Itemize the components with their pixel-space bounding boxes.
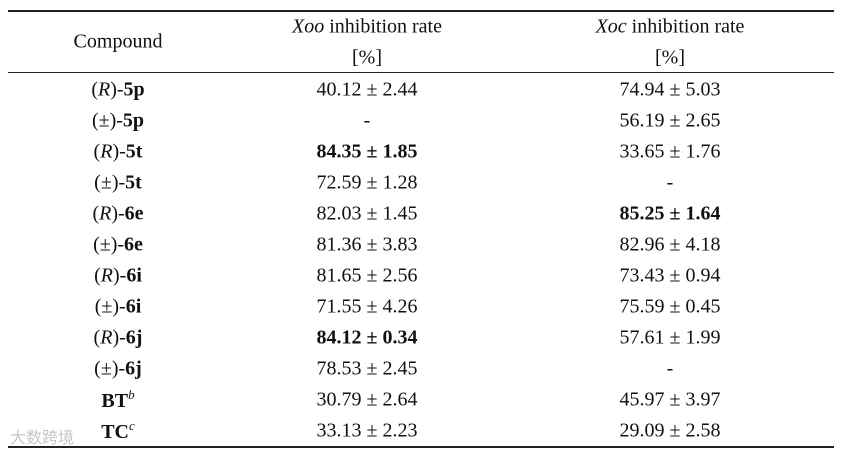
- text-segment: (±)-: [91, 109, 123, 132]
- text-segment: 5p: [122, 109, 145, 132]
- value-cell: 57.61 ± 1.99: [619, 326, 721, 349]
- compound-cell: TCc: [101, 418, 135, 444]
- compound-cell: BTb: [101, 387, 134, 413]
- value-cell: -: [666, 357, 674, 380]
- text-segment: (: [93, 326, 101, 349]
- text-segment: R: [98, 78, 111, 101]
- compound-cell: (±)-6e: [93, 234, 143, 257]
- header-name: Xoo inhibition rate: [292, 16, 442, 39]
- text-segment: (±)-: [94, 357, 126, 380]
- header-name: Xoc inhibition rate: [596, 16, 745, 39]
- text-segment: 6j: [125, 326, 143, 349]
- text-segment: 6i: [126, 264, 142, 287]
- value-cell: 71.55 ± 4.26: [316, 295, 418, 318]
- text-segment: (: [93, 140, 101, 163]
- value-cell: 45.97 ± 3.97: [619, 388, 721, 411]
- text-segment: )-: [113, 264, 127, 287]
- value-cell: 81.65 ± 2.56: [316, 264, 418, 287]
- text-segment: (: [91, 78, 98, 101]
- text-segment: (±)-: [94, 171, 126, 194]
- text-segment: )-: [112, 140, 126, 163]
- value-cell: 82.96 ± 4.18: [619, 233, 721, 256]
- text-segment: 6j: [125, 357, 142, 380]
- watermark: 大数跨境: [10, 428, 75, 447]
- value-cell: 84.12 ± 0.34: [316, 326, 418, 349]
- value-cell: 75.59 ± 0.45: [619, 295, 721, 318]
- compound-cell: (±)-6j: [94, 358, 142, 381]
- text-segment: inhibition rate: [324, 15, 442, 38]
- header-rule: [8, 72, 834, 73]
- value-cell: 33.13 ± 2.23: [316, 419, 418, 442]
- text-segment: R: [100, 140, 113, 163]
- text-segment: c: [129, 418, 135, 433]
- text-segment: 6i: [125, 295, 142, 318]
- text-segment: 6e: [124, 233, 143, 256]
- text-segment: R: [100, 264, 113, 287]
- value-cell: 73.43 ± 0.94: [619, 264, 721, 287]
- header-unit: [%]: [655, 46, 685, 69]
- compound-cell: (R)-6e: [92, 203, 143, 226]
- text-segment: )-: [112, 326, 126, 349]
- text-segment: (: [92, 202, 100, 225]
- header-compound: Compound: [73, 30, 163, 53]
- text-segment: (±)-: [93, 233, 125, 256]
- value-cell: 56.19 ± 2.65: [619, 109, 721, 132]
- value-cell: 33.65 ± 1.76: [619, 140, 721, 163]
- value-cell: 74.94 ± 5.03: [619, 78, 721, 101]
- text-segment: b: [128, 387, 135, 402]
- text-segment: 5t: [125, 140, 143, 163]
- value-cell: 78.53 ± 2.45: [316, 357, 418, 380]
- compound-cell: (±)-6i: [95, 296, 142, 319]
- value-cell: 81.36 ± 3.83: [316, 233, 418, 256]
- text-segment: Xoc: [595, 15, 627, 38]
- text-segment: )-: [111, 202, 125, 225]
- compound-cell: (R)-5p: [91, 79, 144, 102]
- text-segment: inhibition rate: [626, 15, 745, 38]
- text-segment: )-: [110, 78, 124, 101]
- compound-cell: (±)-5t: [94, 172, 142, 195]
- value-cell: 72.59 ± 1.28: [316, 171, 418, 194]
- compound-cell: (R)-5t: [94, 141, 143, 164]
- compound-cell: (R)-6i: [94, 265, 142, 288]
- top-rule: [8, 10, 834, 12]
- value-cell: 30.79 ± 2.64: [316, 388, 418, 411]
- value-cell: 29.09 ± 2.58: [619, 419, 721, 442]
- text-segment: R: [99, 202, 112, 225]
- value-cell: -: [363, 109, 371, 132]
- text-segment: 5p: [123, 78, 145, 101]
- text-segment: R: [100, 326, 113, 349]
- value-cell: 82.03 ± 1.45: [316, 202, 418, 225]
- value-cell: 84.35 ± 1.85: [316, 140, 418, 163]
- header-unit: [%]: [352, 46, 382, 69]
- text-segment: TC: [101, 421, 130, 443]
- value-cell: 40.12 ± 2.44: [316, 78, 418, 101]
- text-segment: (±)-: [94, 295, 126, 318]
- value-cell: 85.25 ± 1.64: [619, 202, 721, 225]
- text-segment: BT: [101, 390, 129, 412]
- text-segment: Xoo: [292, 15, 325, 38]
- value-cell: -: [666, 171, 674, 194]
- bottom-rule: [8, 446, 834, 448]
- text-segment: 6e: [124, 202, 144, 225]
- text-segment: (: [94, 264, 101, 287]
- compound-cell: (±)-5p: [92, 110, 144, 133]
- compound-cell: (R)-6j: [94, 327, 143, 350]
- text-segment: 5t: [125, 171, 142, 194]
